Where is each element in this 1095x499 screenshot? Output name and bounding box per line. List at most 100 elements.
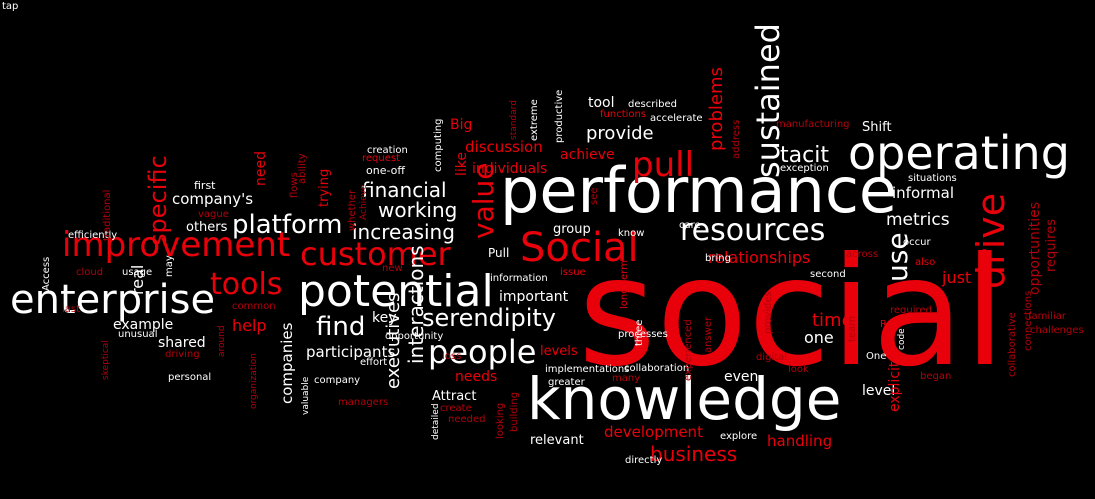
cloud-word: others <box>186 220 228 235</box>
cloud-word: specific <box>144 154 172 246</box>
cloud-word: Attract <box>432 389 477 404</box>
cloud-word: discussion <box>465 138 543 156</box>
cloud-word: whether <box>347 189 358 231</box>
cloud-word: required <box>890 305 932 316</box>
cloud-word: informal <box>892 184 955 202</box>
cloud-word: metrics <box>886 210 950 230</box>
cloud-word: key <box>372 310 397 326</box>
cloud-word: explicit <box>887 361 903 412</box>
cloud-word: greater <box>548 377 585 388</box>
cloud-word: potential <box>298 266 494 317</box>
cloud-word: vague <box>198 209 229 220</box>
cloud-word: functions <box>600 109 647 120</box>
cloud-word: look <box>788 364 809 375</box>
cloud-word: looking <box>495 402 506 439</box>
cloud-word: Shift <box>862 120 892 135</box>
cloud-word: second <box>810 269 846 280</box>
cloud-word: company <box>314 375 361 386</box>
cloud-word: drive <box>969 192 1013 289</box>
cloud-word: performance <box>500 154 898 227</box>
cloud-word: request <box>362 153 401 164</box>
cloud-word: many <box>612 373 641 384</box>
cloud-word: participants <box>306 343 396 361</box>
cloud-word: company's <box>172 190 254 208</box>
cloud-word: last <box>62 304 81 315</box>
cloud-word: creation <box>367 145 408 156</box>
cloud-word: challenges <box>1030 325 1084 336</box>
cloud-word: knowledge <box>527 365 842 433</box>
cloud-word: issue <box>560 267 586 278</box>
cloud-word: loss <box>442 351 462 362</box>
cloud-word: traditional <box>102 189 113 241</box>
cloud-word: ROI <box>880 319 898 330</box>
cloud-word: even <box>724 369 759 385</box>
cloud-word: needed <box>448 414 486 425</box>
cloud-word: described <box>628 99 677 110</box>
cloud-word: example <box>113 317 174 333</box>
cloud-word: driving <box>165 349 200 360</box>
cloud-word: information <box>490 273 548 284</box>
cloud-word: tool <box>588 95 615 111</box>
cloud-word: manufacturing <box>776 119 850 130</box>
cloud-word: situations <box>908 173 957 184</box>
cloud-word: building <box>509 391 520 432</box>
cloud-word: help <box>232 316 267 335</box>
cloud-word: Social <box>520 225 639 271</box>
cloud-word: implementations <box>545 364 630 375</box>
cloud-word: important <box>499 289 569 305</box>
cloud-word: code <box>897 328 907 350</box>
cloud-word: need <box>253 150 269 186</box>
cloud-word: handling <box>767 432 833 450</box>
cloud-word: bring <box>705 253 731 264</box>
cloud-word: also <box>915 257 936 268</box>
cloud-word: address <box>731 119 742 159</box>
cloud-word: new <box>382 263 403 274</box>
cloud-word: one-off <box>366 164 405 177</box>
cloud-word: interactions <box>404 245 428 364</box>
cloud-word: One <box>866 351 887 362</box>
cloud-word: care <box>679 220 701 231</box>
cloud-word: opportunity <box>385 331 444 342</box>
cloud-word: first <box>194 179 216 192</box>
cloud-word: level <box>862 383 896 399</box>
cloud-word: provides <box>763 291 774 334</box>
cloud-word: around <box>217 325 227 357</box>
cloud-word: productive <box>554 89 565 143</box>
cloud-word: exception <box>780 163 829 174</box>
cloud-word: provide <box>586 123 654 144</box>
cloud-word: organization <box>249 353 259 410</box>
cloud-word: ability <box>297 152 308 184</box>
cloud-word: across <box>846 249 879 260</box>
cloud-word: usage <box>122 267 153 278</box>
cloud-word: explore <box>720 431 758 442</box>
cloud-word: Achieve <box>359 184 369 220</box>
cloud-word: levels <box>540 344 578 359</box>
cloud-word: companies <box>278 322 296 405</box>
cloud-word: managers <box>338 397 389 408</box>
cloud-word: group <box>553 222 591 237</box>
cloud-word: just <box>942 268 972 287</box>
cloud-word: effort <box>360 357 388 368</box>
cloud-word: answer <box>703 316 714 353</box>
cloud-word: familiar <box>1028 311 1066 322</box>
cloud-word: business <box>650 442 738 466</box>
cloud-word: unusual <box>118 329 158 340</box>
cloud-word: began <box>920 371 952 382</box>
cloud-word: may <box>164 254 175 277</box>
cloud-word: experienced <box>683 318 694 381</box>
cloud-word: tacit <box>780 143 829 168</box>
cloud-word: personal <box>168 372 212 383</box>
cloud-word: processes <box>618 329 668 340</box>
cloud-word: operating <box>848 126 1070 180</box>
cloud-word: serendipity <box>422 304 557 332</box>
cloud-word: shared <box>158 335 206 351</box>
cloud-word: working <box>378 198 458 222</box>
cloud-word: pull <box>632 145 695 185</box>
cloud-word: directly <box>625 455 663 466</box>
cloud-word: improvement <box>62 225 291 265</box>
cloud-word: standard <box>509 99 519 140</box>
cloud-word: social <box>578 226 1006 400</box>
cloud-word: skeptical <box>101 339 111 380</box>
cloud-word: needs <box>455 369 498 385</box>
